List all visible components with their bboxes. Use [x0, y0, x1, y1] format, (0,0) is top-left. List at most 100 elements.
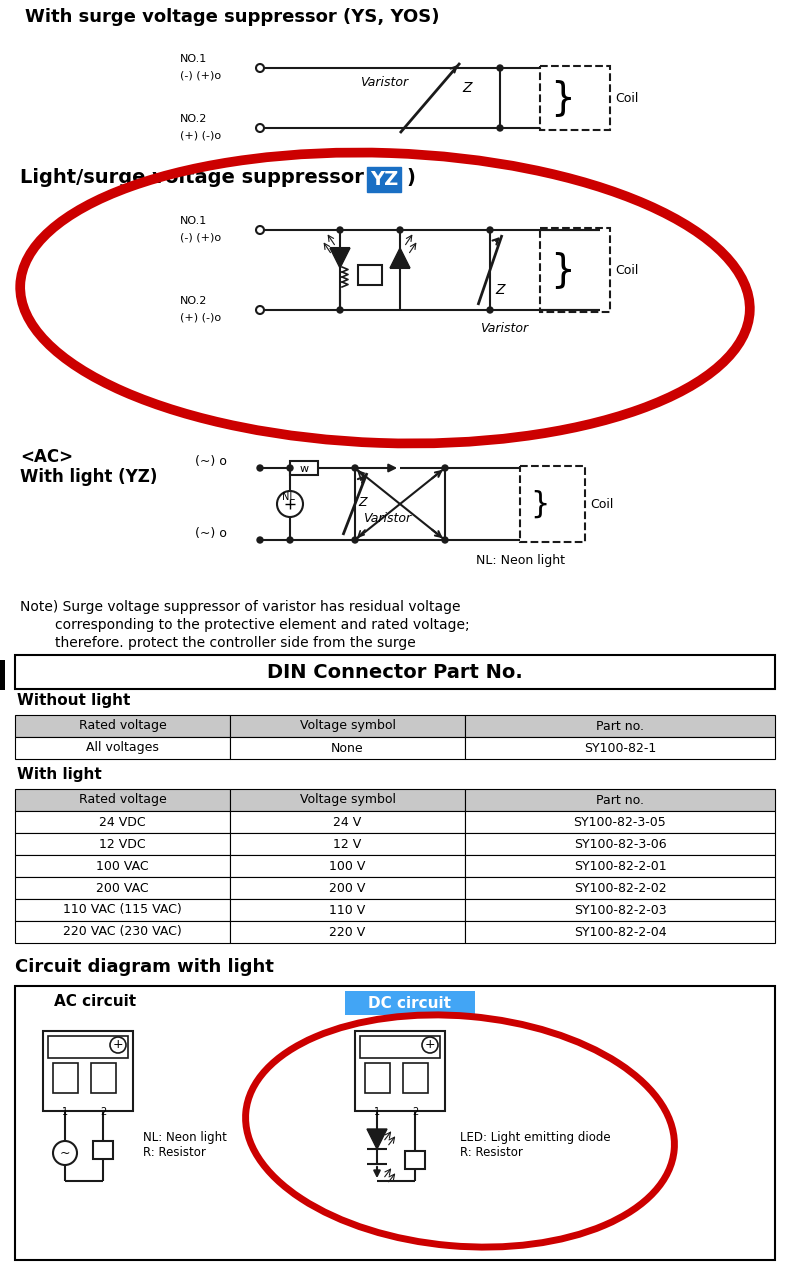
- Circle shape: [256, 227, 264, 234]
- Circle shape: [337, 307, 343, 314]
- Bar: [358, 265, 382, 285]
- Text: 24 V: 24 V: [334, 815, 362, 828]
- Text: Varistor: Varistor: [360, 76, 408, 90]
- Text: With light (YZ): With light (YZ): [20, 468, 158, 486]
- Bar: [15, 833, 230, 855]
- Text: Voltage symbol: Voltage symbol: [299, 719, 395, 732]
- Bar: [230, 855, 465, 877]
- Text: Z: Z: [495, 283, 505, 297]
- Text: 220 VAC (230 VAC): 220 VAC (230 VAC): [63, 925, 182, 938]
- Text: }: }: [550, 251, 574, 289]
- Circle shape: [337, 227, 343, 233]
- Circle shape: [497, 65, 503, 70]
- Text: All voltages: All voltages: [86, 741, 159, 754]
- Text: 1: 1: [374, 1107, 380, 1117]
- Circle shape: [442, 538, 448, 543]
- Text: 1: 1: [62, 1107, 68, 1117]
- Bar: [360, 1036, 440, 1059]
- Text: SY100-82-1: SY100-82-1: [584, 741, 656, 754]
- Bar: [365, 1062, 390, 1093]
- Text: With light: With light: [17, 767, 102, 782]
- Text: Note) Surge voltage suppressor of varistor has residual voltage: Note) Surge voltage suppressor of varist…: [20, 600, 461, 614]
- Circle shape: [422, 1037, 438, 1053]
- Text: NO.1: NO.1: [180, 54, 207, 64]
- Bar: [230, 788, 465, 812]
- Text: 2: 2: [412, 1107, 418, 1117]
- Bar: [465, 855, 775, 877]
- Bar: [540, 228, 610, 312]
- Bar: [465, 716, 775, 737]
- Text: corresponding to the protective element and rated voltage;: corresponding to the protective element …: [20, 618, 470, 632]
- Text: 100 V: 100 V: [330, 859, 366, 873]
- Circle shape: [287, 465, 293, 471]
- Text: NO.2: NO.2: [180, 296, 207, 306]
- Text: NL: Neon light: NL: Neon light: [475, 554, 565, 567]
- Text: SY100-82-2-03: SY100-82-2-03: [574, 904, 666, 916]
- Bar: [15, 877, 230, 899]
- Text: Coil: Coil: [615, 264, 638, 276]
- Text: Circuit diagram with light: Circuit diagram with light: [15, 957, 274, 975]
- Text: ): ): [406, 168, 415, 187]
- Text: 12 V: 12 V: [334, 837, 362, 850]
- Circle shape: [487, 227, 493, 233]
- Circle shape: [256, 64, 264, 72]
- Bar: [540, 67, 610, 131]
- Text: DIN Connector Part No.: DIN Connector Part No.: [267, 663, 523, 681]
- Text: DC circuit: DC circuit: [369, 996, 451, 1010]
- Bar: [230, 899, 465, 922]
- Text: w: w: [299, 463, 309, 474]
- Bar: [0, 660, 5, 690]
- Circle shape: [352, 538, 358, 543]
- Text: NO.1: NO.1: [180, 216, 207, 227]
- Bar: [15, 737, 230, 759]
- Text: LED: Light emitting diode
R: Resistor: LED: Light emitting diode R: Resistor: [460, 1132, 610, 1158]
- Bar: [465, 877, 775, 899]
- Circle shape: [397, 227, 403, 233]
- Bar: [355, 1030, 445, 1111]
- Text: NL: NL: [282, 492, 294, 502]
- Text: AC circuit: AC circuit: [54, 995, 136, 1009]
- Circle shape: [442, 465, 448, 471]
- Text: 110 VAC (115 VAC): 110 VAC (115 VAC): [63, 904, 182, 916]
- Bar: [48, 1036, 128, 1059]
- Bar: [15, 655, 775, 689]
- Text: SY100-82-3-06: SY100-82-3-06: [574, 837, 666, 850]
- Bar: [230, 833, 465, 855]
- Bar: [290, 461, 318, 475]
- Bar: [230, 877, 465, 899]
- Text: SY100-82-2-02: SY100-82-2-02: [574, 882, 666, 895]
- Text: Varistor: Varistor: [363, 512, 411, 525]
- Text: 12 VDC: 12 VDC: [99, 837, 146, 850]
- Text: SY100-82-3-05: SY100-82-3-05: [574, 815, 666, 828]
- Text: 200 V: 200 V: [330, 882, 366, 895]
- Text: Coil: Coil: [590, 498, 614, 511]
- Text: Z: Z: [462, 81, 472, 95]
- Circle shape: [256, 124, 264, 132]
- Bar: [15, 812, 230, 833]
- Circle shape: [110, 1037, 126, 1053]
- Text: <AC>: <AC>: [20, 448, 73, 466]
- Circle shape: [257, 538, 263, 543]
- Text: +: +: [425, 1038, 435, 1051]
- Bar: [405, 1151, 425, 1169]
- Bar: [520, 466, 585, 541]
- Bar: [15, 788, 230, 812]
- Bar: [465, 737, 775, 759]
- Text: Light/surge voltage suppressor (: Light/surge voltage suppressor (: [20, 168, 379, 187]
- Text: }: }: [550, 79, 574, 116]
- Text: Part no.: Part no.: [596, 794, 644, 806]
- Text: Coil: Coil: [615, 91, 638, 105]
- Text: 24 VDC: 24 VDC: [99, 815, 146, 828]
- Text: SY100-82-2-04: SY100-82-2-04: [574, 925, 666, 938]
- Text: }: }: [530, 489, 550, 518]
- Text: Rated voltage: Rated voltage: [78, 719, 166, 732]
- Text: (~) o: (~) o: [195, 456, 227, 468]
- Text: Varistor: Varistor: [480, 323, 528, 335]
- Circle shape: [497, 125, 503, 131]
- Bar: [230, 737, 465, 759]
- Bar: [345, 991, 475, 1015]
- Text: SY100-82-2-01: SY100-82-2-01: [574, 859, 666, 873]
- Text: (+) (-)o: (+) (-)o: [180, 131, 221, 140]
- Circle shape: [487, 307, 493, 314]
- Text: ~: ~: [60, 1147, 70, 1160]
